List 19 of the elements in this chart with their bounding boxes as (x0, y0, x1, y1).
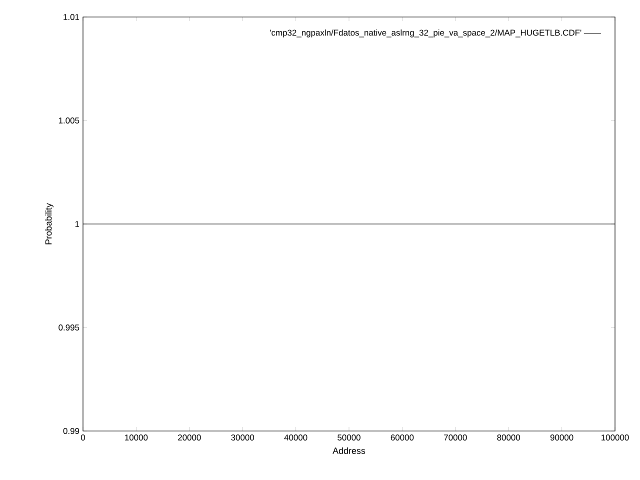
x-tick-label: 60000 (390, 434, 414, 441)
x-tick-label: 70000 (444, 434, 467, 441)
x-tick-label: 10000 (125, 434, 148, 441)
x-tick-label: 20000 (178, 434, 201, 441)
y-axis-title: Probability (45, 203, 54, 244)
x-tick-label: 90000 (550, 434, 574, 441)
y-tick-label: 1.01 (64, 14, 80, 20)
x-tick-label: 50000 (338, 434, 360, 441)
x-tick-label: 100000 (602, 434, 629, 441)
y-tick-label: 0.99 (63, 428, 80, 434)
y-tick-label: 1 (75, 221, 80, 227)
x-tick-label: 0 (80, 434, 86, 441)
x-tick-label: 40000 (284, 434, 308, 441)
x-tick-label: 30000 (231, 434, 254, 441)
y-tick-label: 0.995 (58, 324, 80, 330)
y-tick-label: 1.005 (58, 118, 80, 124)
x-axis-title: Address (332, 447, 366, 454)
x-tick-label: 80000 (497, 434, 520, 441)
legend-label: 'cmp32_ngpaxln/Fdatos_native_aslrng_32_pie_va_space_2/MAP_HUGETLB.CDF' (270, 29, 582, 38)
